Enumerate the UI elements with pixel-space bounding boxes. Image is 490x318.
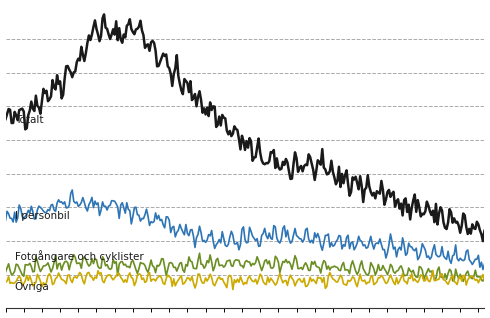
Text: Fotgångare och cyklister: Fotgångare och cyklister (15, 250, 144, 262)
Text: I personbil: I personbil (15, 211, 70, 221)
Text: Övriga: Övriga (15, 280, 49, 292)
Text: Totalt: Totalt (15, 115, 43, 125)
